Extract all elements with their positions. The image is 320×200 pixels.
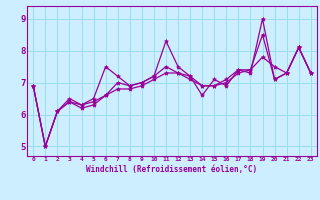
X-axis label: Windchill (Refroidissement éolien,°C): Windchill (Refroidissement éolien,°C) <box>86 165 258 174</box>
